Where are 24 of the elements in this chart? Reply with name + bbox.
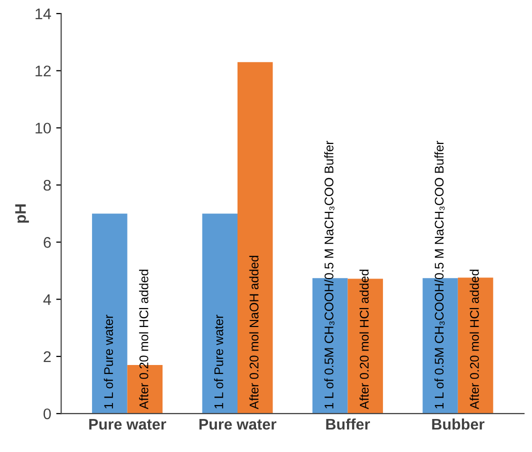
y-tick-label: 2 (44, 351, 51, 362)
annotation: 1 L of 0.5M CH₃COOH/0.5 M NaCH₃COO Buffer (434, 140, 445, 408)
y-tick-label: 6 (44, 237, 51, 248)
x-tick-label: Buffer (326, 418, 370, 430)
annotation: 1 L of Pure water (104, 314, 114, 408)
y-tick-label: 14 (36, 8, 52, 20)
bar (202, 214, 238, 414)
y-tick-label: 4 (43, 294, 52, 305)
y-tick-label: 0 (44, 408, 51, 420)
bar (92, 214, 128, 414)
annotation: After 0.20 mol HCl added (360, 270, 369, 410)
y-tick-label: 10 (36, 122, 51, 134)
y-tick-label: 8 (44, 180, 51, 191)
annotation: 1 L of 0.5M CH₃COOH/0.5 M NaCH₃COO Buffer (324, 140, 334, 408)
annotation: After 0.20 mol HCl added (139, 270, 148, 410)
x-tick-label: Pure water (89, 419, 166, 430)
annotation: 1 L of Pure water (214, 314, 224, 408)
annotation: After 0.20 mol HCl added (470, 270, 479, 410)
y-axis-title: pH (15, 204, 29, 223)
annotation: After 0.20 mol NaOH added (249, 256, 258, 410)
y-tick-label: 12 (36, 66, 51, 76)
x-tick-label: Bubber (432, 418, 484, 430)
bar (238, 62, 273, 414)
x-tick-label: Pure water (199, 419, 276, 430)
